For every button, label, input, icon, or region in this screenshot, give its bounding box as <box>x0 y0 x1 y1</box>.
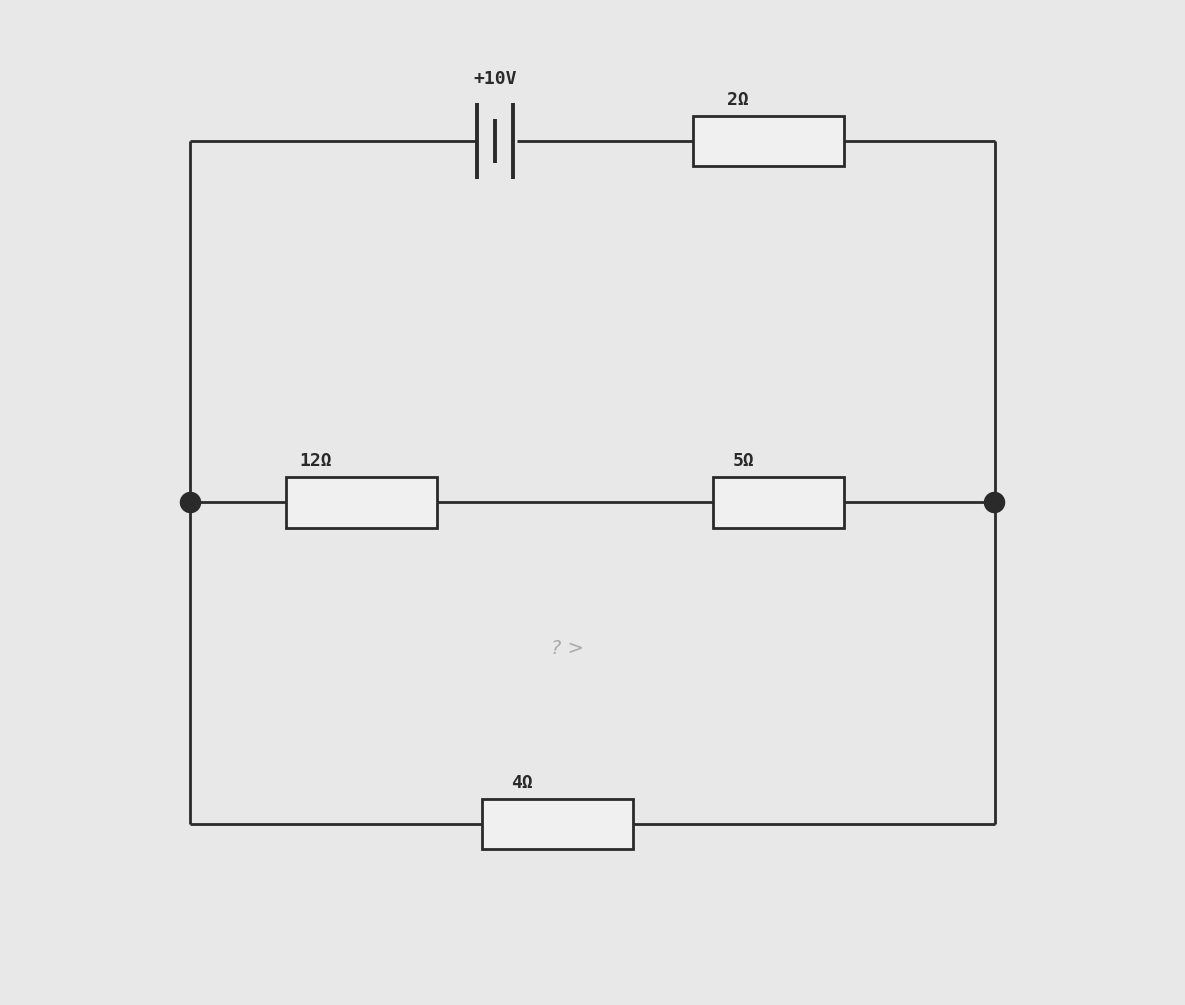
Text: ? >: ? > <box>551 639 584 657</box>
Text: 4Ω: 4Ω <box>511 774 533 792</box>
Bar <box>713 477 844 528</box>
Text: 12Ω: 12Ω <box>300 452 333 470</box>
Circle shape <box>985 492 1005 513</box>
Bar <box>482 799 633 849</box>
Text: 5Ω: 5Ω <box>732 452 754 470</box>
Bar <box>286 477 437 528</box>
Text: 2Ω: 2Ω <box>728 90 749 109</box>
Text: +10V: +10V <box>473 70 517 88</box>
Circle shape <box>180 492 200 513</box>
Bar <box>693 116 844 166</box>
